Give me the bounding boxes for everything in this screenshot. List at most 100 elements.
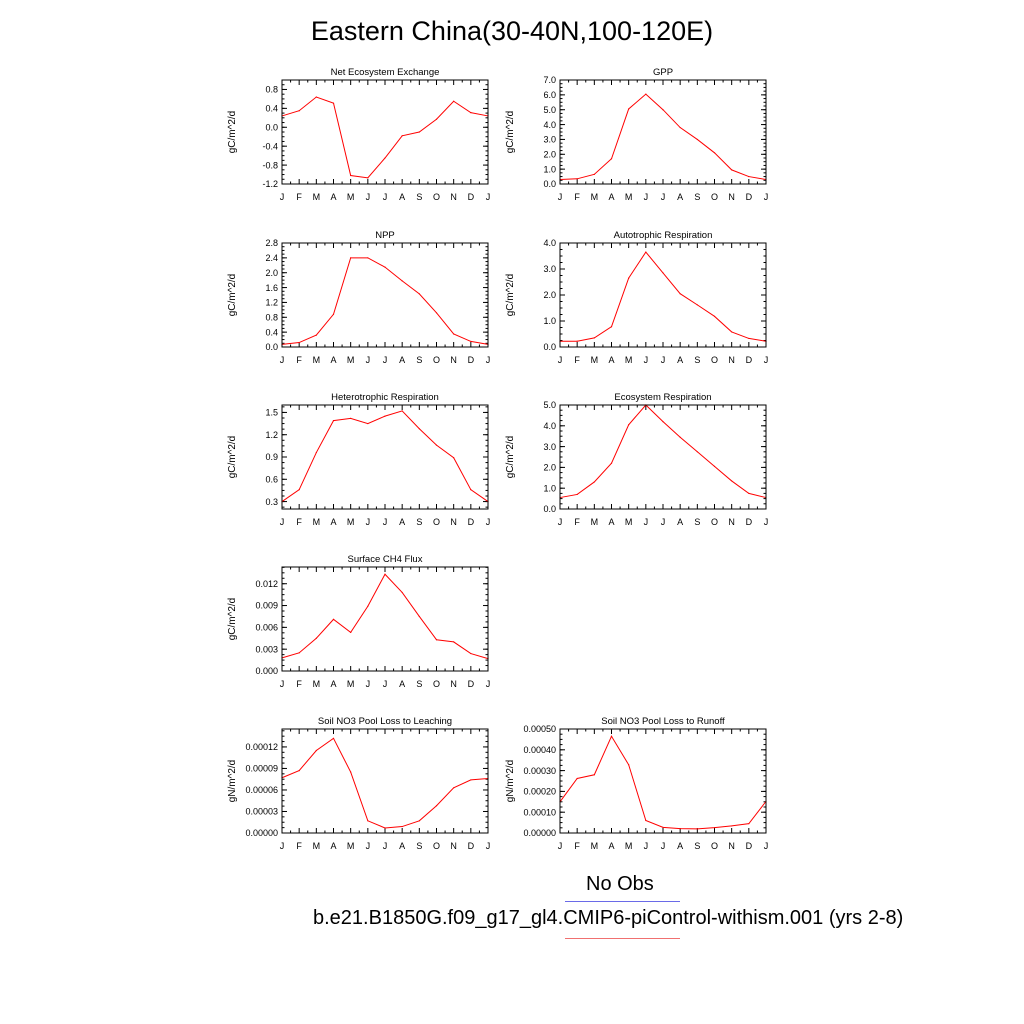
x-tick-label: A <box>330 355 336 365</box>
y-tick-label: 0.6 <box>265 474 278 484</box>
x-tick-label: D <box>468 679 475 689</box>
data-point <box>350 631 352 634</box>
data-point <box>453 100 455 102</box>
y-tick-label: 0.8 <box>265 312 278 322</box>
data-point <box>350 257 352 259</box>
data-point <box>332 618 335 620</box>
data-point <box>576 777 578 780</box>
x-tick-label: D <box>468 192 475 202</box>
x-tick-label: J <box>661 517 666 527</box>
data-point <box>298 652 300 654</box>
x-tick-label: S <box>694 355 700 365</box>
data-point <box>384 266 386 268</box>
data-point <box>435 805 438 807</box>
x-tick-label: N <box>728 355 735 365</box>
x-tick-label: D <box>468 517 475 527</box>
x-tick-label: F <box>296 192 302 202</box>
y-tick-label: 0.0 <box>543 504 556 514</box>
data-point <box>713 315 716 317</box>
x-tick-label: J <box>644 192 649 202</box>
y-tick-label: 1.0 <box>543 164 556 174</box>
y-tick-label: 5.0 <box>543 400 556 410</box>
data-point <box>367 605 369 607</box>
x-tick-label: A <box>330 679 336 689</box>
x-tick-label: O <box>711 841 718 851</box>
y-axis-label: gC/m^2/d <box>227 598 238 641</box>
x-tick-label: J <box>366 192 371 202</box>
data-point <box>470 112 472 114</box>
y-tick-label: 0.0 <box>543 179 556 189</box>
data-point <box>298 341 300 344</box>
x-tick-label: A <box>608 192 614 202</box>
x-tick-label: J <box>280 841 285 851</box>
page-title: Eastern China(30-40N,100-120E) <box>310 16 714 46</box>
x-tick-label: J <box>280 355 285 365</box>
legend-obs-label: No Obs <box>586 873 654 895</box>
data-point <box>593 774 595 776</box>
y-tick-label: 0.4 <box>265 104 278 114</box>
series-line <box>559 404 767 499</box>
x-tick-label: D <box>468 355 475 365</box>
data-point <box>593 173 595 175</box>
data-point <box>731 331 733 333</box>
y-tick-label: 1.5 <box>265 408 278 418</box>
y-axis-label: gC/m^2/d <box>505 111 516 154</box>
x-tick-label: M <box>313 679 321 689</box>
x-tick-label: S <box>694 841 700 851</box>
x-tick-label: J <box>366 841 371 851</box>
data-point <box>748 492 750 494</box>
y-tick-label: 0.000 <box>255 666 278 676</box>
data-point <box>470 779 472 781</box>
data-point <box>593 481 595 483</box>
y-tick-label: 1.6 <box>265 283 278 293</box>
data-point <box>315 749 317 752</box>
x-tick-label: A <box>399 355 405 365</box>
data-point <box>610 326 613 328</box>
legend-model-label: b.e21.B1850G.f09_g17_gl4.CMIP6-piControl… <box>313 907 904 929</box>
data-point <box>367 257 369 259</box>
data-point <box>470 652 472 655</box>
x-tick-label: J <box>661 841 666 851</box>
data-point <box>679 126 681 129</box>
series-line <box>281 96 489 179</box>
data-point <box>696 828 698 830</box>
x-tick-label: J <box>486 192 491 202</box>
data-point <box>748 823 750 825</box>
x-tick-label: D <box>746 355 753 365</box>
legend-obs-line <box>565 901 680 902</box>
y-tick-label: 4.0 <box>543 238 556 248</box>
x-tick-label: M <box>591 192 599 202</box>
x-tick-label: J <box>383 355 388 365</box>
x-tick-label: F <box>574 517 580 527</box>
data-point <box>298 489 300 491</box>
data-point <box>332 420 335 422</box>
y-axis-label: gC/m^2/d <box>505 436 516 479</box>
data-point <box>645 93 647 95</box>
x-tick-label: J <box>366 679 371 689</box>
data-point <box>435 444 438 446</box>
x-tick-label: J <box>486 679 491 689</box>
y-tick-label: 0.00020 <box>523 787 556 797</box>
x-tick-label: A <box>399 679 405 689</box>
x-tick-label: M <box>347 517 355 527</box>
x-tick-label: J <box>661 192 666 202</box>
y-tick-label: 1.2 <box>265 430 278 440</box>
plot-frame <box>281 404 489 510</box>
x-tick-label: F <box>574 355 580 365</box>
x-tick-label: J <box>366 355 371 365</box>
data-point <box>401 280 403 282</box>
chart-panel-no3-leaching: Soil NO3 Pool Loss to Leaching gN/m^2/d J F… <box>227 716 490 851</box>
x-tick-label: J <box>558 192 563 202</box>
data-point <box>731 825 733 827</box>
y-tick-label: 3.0 <box>543 264 556 274</box>
y-tick-label: 0.0 <box>265 122 278 132</box>
series-line <box>559 735 767 830</box>
x-tick-label: A <box>399 192 405 202</box>
data-point <box>350 174 352 177</box>
y-tick-label: 0.00003 <box>245 807 278 817</box>
